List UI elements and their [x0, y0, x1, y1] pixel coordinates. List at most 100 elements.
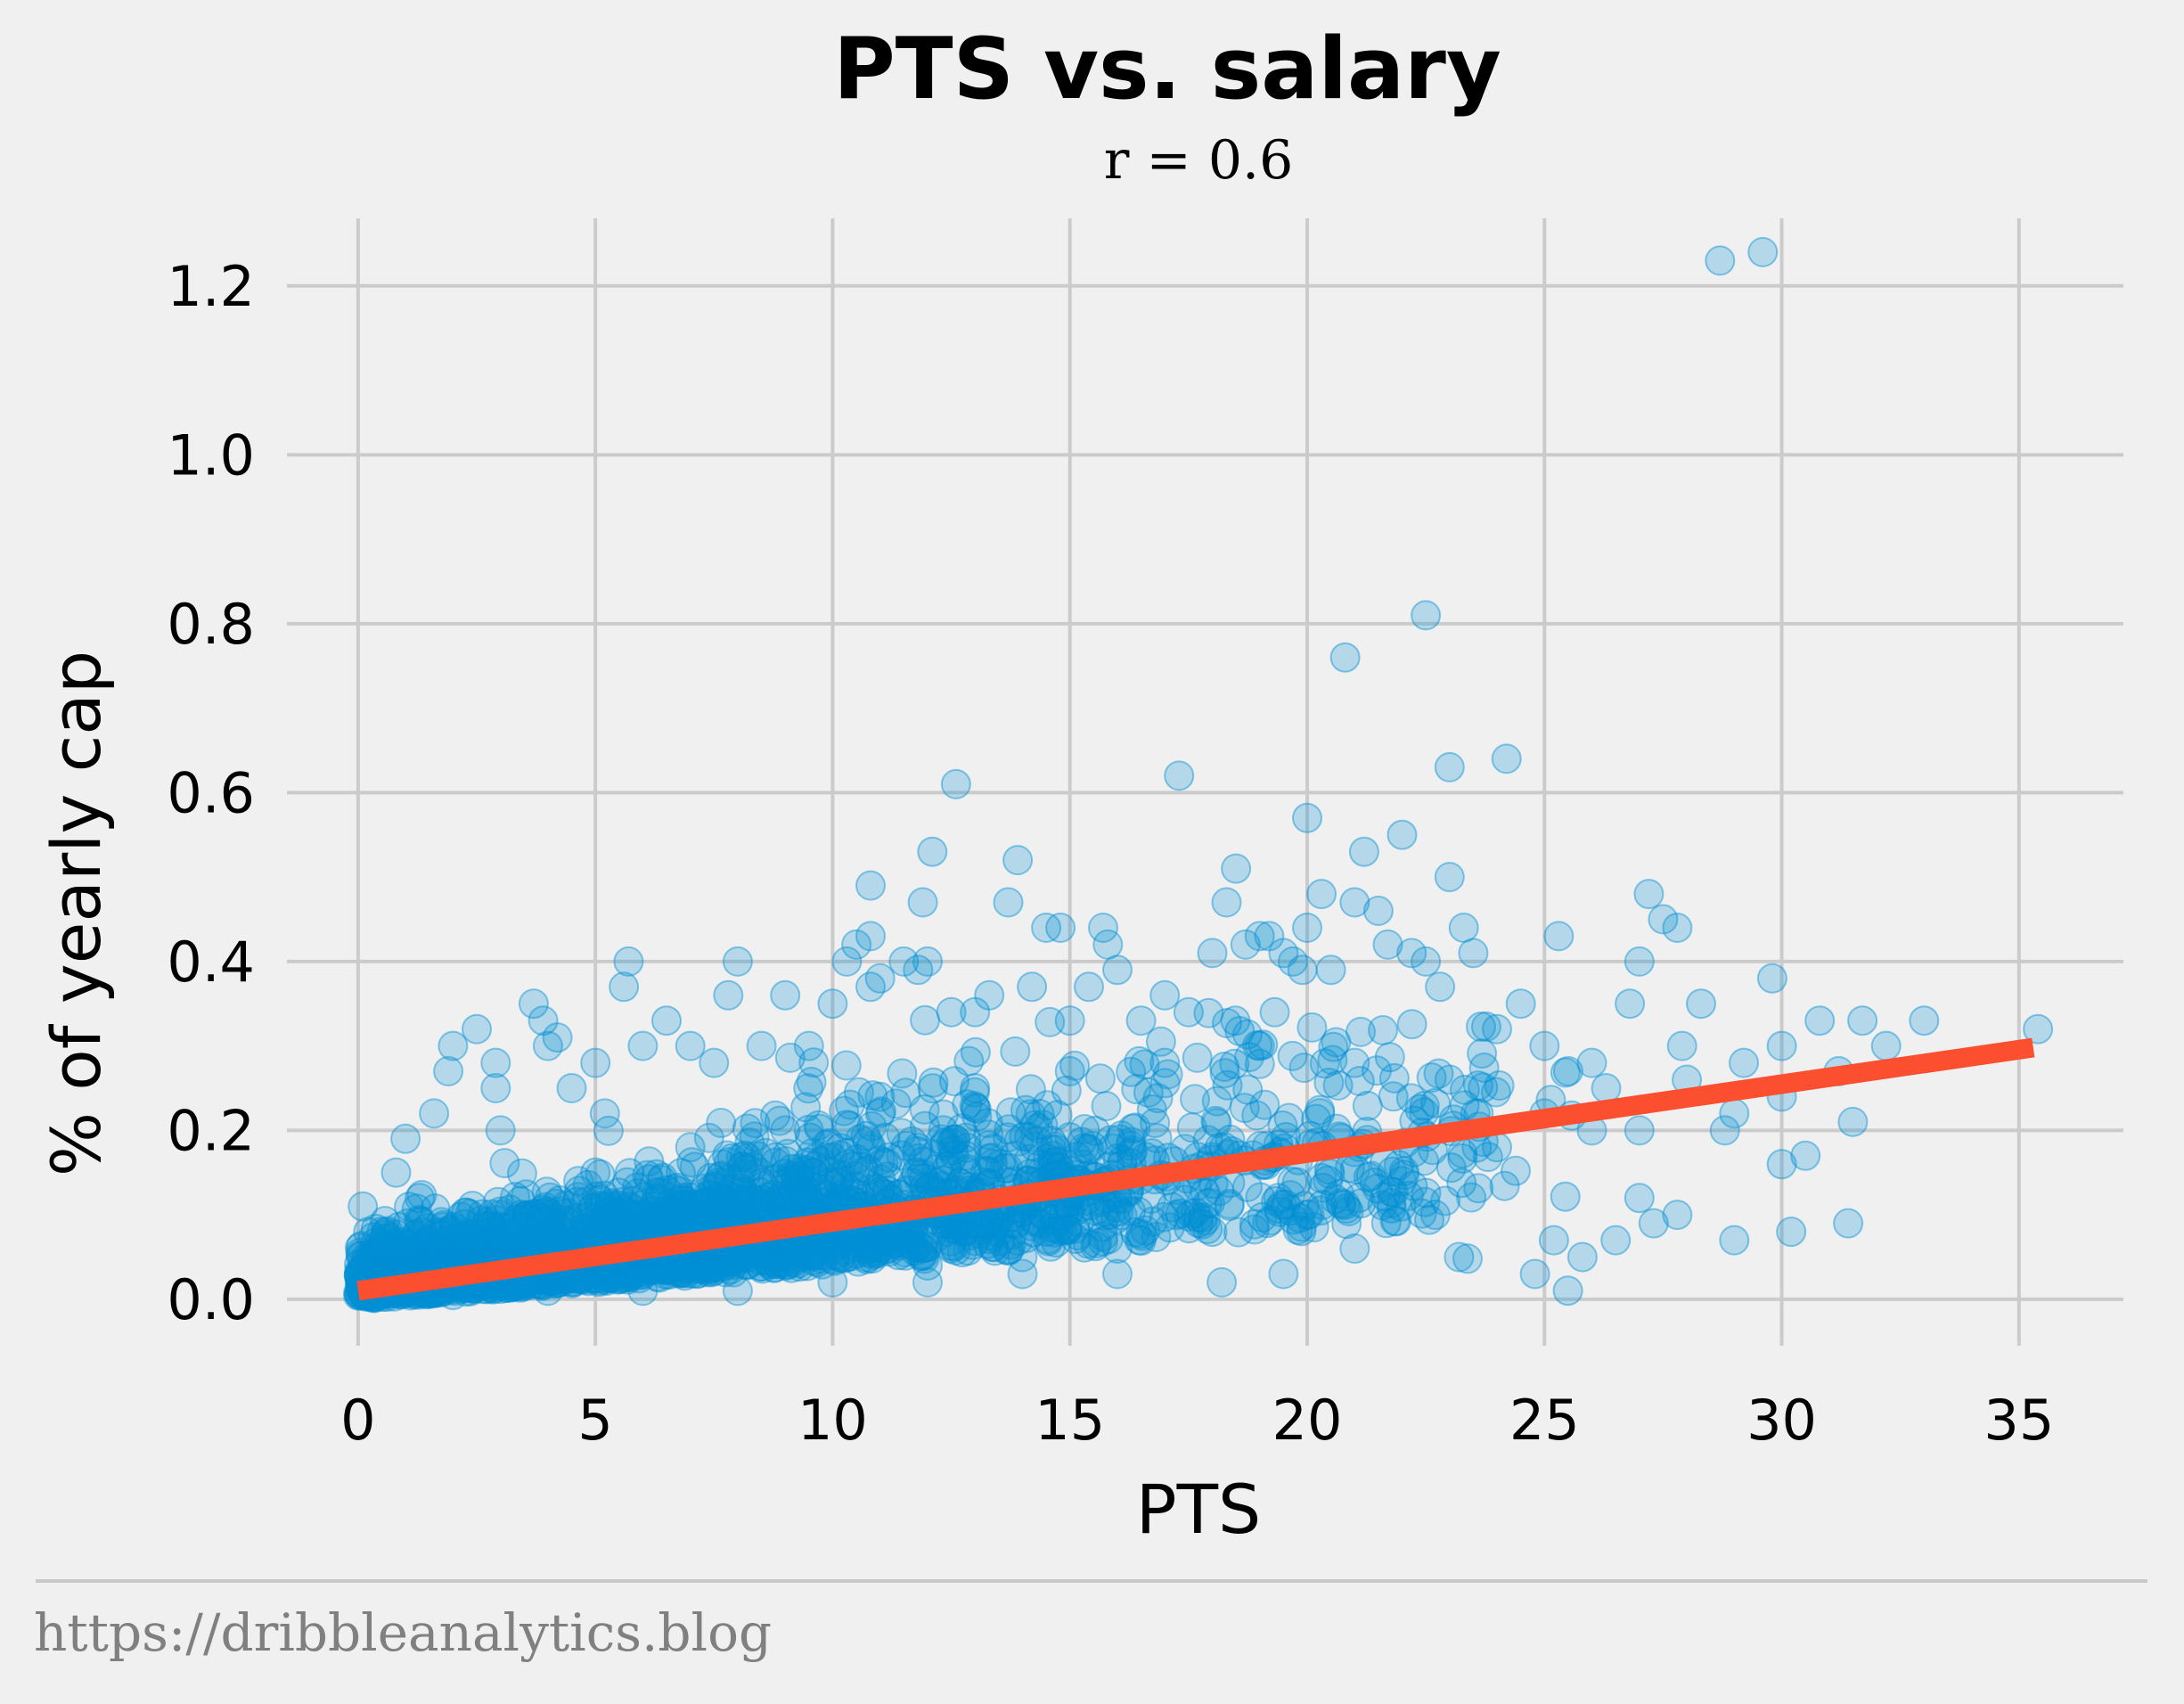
data-point: [722, 946, 753, 977]
data-point: [798, 1157, 829, 1188]
data-point: [614, 1211, 645, 1242]
data-point: [1192, 1125, 1223, 1156]
data-point: [1220, 1005, 1251, 1036]
data-point: [1411, 600, 1442, 631]
data-point: [351, 1249, 382, 1280]
data-point: [1662, 1200, 1693, 1231]
data-point: [1041, 1227, 1072, 1258]
data-point: [588, 1206, 618, 1237]
data-point: [777, 1247, 808, 1278]
data-point: [903, 1143, 934, 1174]
data-point: [1282, 1214, 1313, 1245]
data-point: [780, 1164, 811, 1195]
x-axis-label: PTS: [1136, 1470, 1262, 1549]
data-point: [621, 1200, 652, 1231]
data-point: [856, 1110, 888, 1142]
data-point: [544, 1196, 575, 1227]
data-point: [675, 1132, 706, 1163]
data-point: [614, 1192, 645, 1223]
data-point: [792, 1183, 823, 1214]
data-point: [685, 1189, 716, 1220]
data-point: [1434, 862, 1465, 893]
data-point: [544, 1185, 576, 1216]
data-point: [1116, 1130, 1146, 1161]
data-point: [760, 1142, 791, 1173]
data-point: [526, 1223, 557, 1254]
data-point: [478, 1216, 509, 1247]
y-tick-label: 1.2: [167, 254, 255, 319]
data-point: [1288, 1053, 1320, 1084]
data-point: [776, 1153, 807, 1184]
data-point: [890, 1077, 921, 1109]
data-point: [1032, 1090, 1063, 1121]
data-point: [1239, 1214, 1270, 1245]
data-point: [1448, 913, 1479, 943]
data-point: [1624, 946, 1655, 977]
data-point: [773, 1249, 804, 1280]
data-point: [350, 1246, 381, 1277]
x-tick-label: 35: [1984, 1388, 2054, 1453]
data-point: [713, 979, 744, 1011]
data-point: [1268, 1258, 1299, 1290]
data-point: [642, 1197, 674, 1228]
data-point: [603, 1190, 634, 1221]
data-point: [555, 1205, 586, 1236]
data-point: [344, 1233, 375, 1264]
data-point: [871, 1148, 903, 1179]
data-point: [909, 1094, 940, 1125]
data-point: [1264, 1193, 1295, 1225]
data-point: [740, 1184, 771, 1216]
data-point: [851, 1243, 882, 1274]
data-point: [498, 1210, 529, 1241]
data-point: [643, 1184, 675, 1214]
data-point: [511, 1200, 542, 1231]
data-point: [1031, 1217, 1062, 1248]
data-point: [370, 1206, 401, 1237]
data-point: [837, 1151, 868, 1183]
data-point: [974, 1224, 1005, 1255]
data-point: [792, 1147, 822, 1178]
data-point: [705, 1161, 736, 1192]
data-point: [699, 1250, 731, 1282]
data-points: [343, 236, 2054, 1314]
data-point: [847, 1151, 878, 1183]
data-point: [1416, 1062, 1447, 1094]
data-point: [593, 1115, 624, 1146]
data-point: [761, 1163, 792, 1194]
data-point: [770, 1249, 801, 1280]
data-point: [905, 1241, 937, 1272]
data-point: [627, 1030, 658, 1061]
data-point: [1052, 1213, 1084, 1244]
data-point: [651, 1005, 682, 1036]
data-point: [470, 1217, 501, 1249]
data-point: [1036, 1135, 1067, 1165]
data-point: [921, 1154, 953, 1184]
data-point: [451, 1220, 482, 1251]
data-point: [581, 1206, 611, 1237]
data-point: [871, 1233, 902, 1264]
data-point: [1024, 1099, 1055, 1129]
data-point: [1662, 913, 1693, 943]
data-point: [771, 1250, 802, 1282]
data-point: [864, 1098, 896, 1129]
data-point: [1374, 1042, 1405, 1073]
data-point: [1278, 1204, 1309, 1235]
data-point: [614, 1262, 645, 1293]
data-point: [831, 1110, 862, 1141]
data-point: [360, 1227, 391, 1258]
data-point: [1045, 913, 1076, 943]
data-point: [718, 1194, 749, 1225]
data-point: [1104, 1124, 1135, 1155]
data-point: [1313, 1165, 1344, 1196]
data-point: [960, 1073, 991, 1103]
data-point: [806, 1172, 837, 1203]
data-point: [1117, 1113, 1149, 1144]
data-point: [1080, 1195, 1111, 1226]
data-point: [634, 1164, 665, 1195]
data-point: [864, 1145, 896, 1176]
data-point: [1116, 1126, 1147, 1158]
data-point: [1292, 913, 1322, 943]
data-point: [763, 1184, 794, 1214]
data-point: [721, 1183, 752, 1214]
data-point: [630, 1182, 661, 1213]
